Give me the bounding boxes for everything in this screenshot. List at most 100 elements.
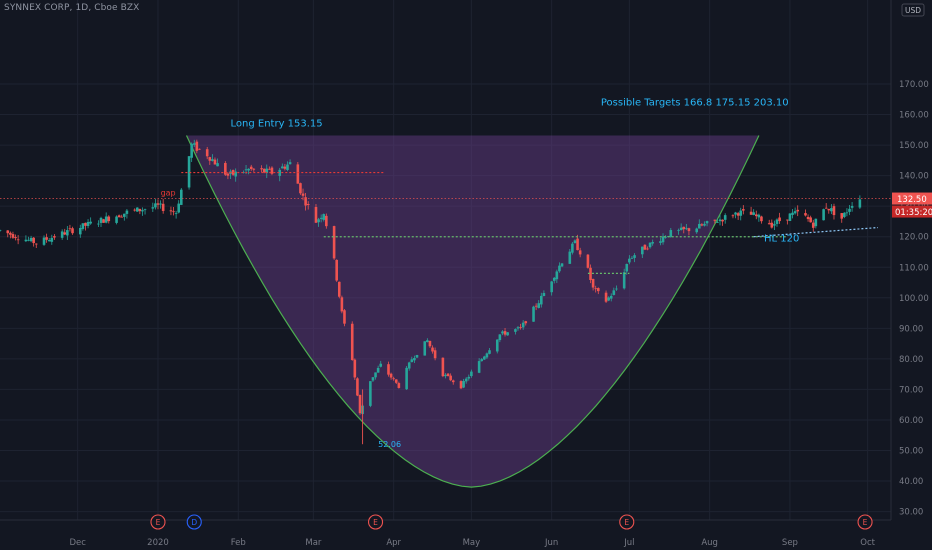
- candle-body: [576, 238, 579, 251]
- candle-body: [850, 205, 854, 208]
- candle: [646, 246, 649, 251]
- candle: [371, 377, 375, 382]
- candle: [413, 355, 416, 364]
- event-marker-label: E: [863, 518, 868, 527]
- price-tick-label: 70.00: [899, 385, 923, 395]
- candle: [521, 320, 525, 330]
- candle-body: [252, 168, 256, 170]
- currency-label: USD: [905, 6, 921, 15]
- candle-body: [29, 237, 33, 242]
- candle: [369, 381, 372, 408]
- candle: [501, 330, 504, 336]
- candle: [27, 236, 30, 242]
- candle-body: [550, 281, 553, 293]
- candle: [226, 172, 230, 180]
- candle: [731, 214, 735, 219]
- candle-body: [643, 244, 647, 250]
- earnings-marker[interactable]: E: [619, 514, 635, 530]
- candle: [604, 290, 608, 303]
- candle: [0, 229, 2, 232]
- candle: [615, 285, 618, 291]
- candle-body: [433, 350, 437, 359]
- price-tick-label: 60.00: [899, 416, 923, 426]
- candle-body: [814, 218, 818, 227]
- candle: [415, 354, 419, 359]
- candle-body: [50, 237, 54, 242]
- candle: [651, 239, 654, 246]
- candle-body: [687, 228, 691, 232]
- candle: [60, 229, 64, 240]
- candle-body: [260, 168, 263, 170]
- candle: [558, 262, 561, 273]
- higher-low-label: HL 120: [764, 234, 799, 245]
- candle: [242, 170, 245, 174]
- candle: [426, 338, 429, 343]
- candle-body: [809, 217, 812, 223]
- price-tick-label: 30.00: [899, 508, 923, 518]
- candle-body: [423, 341, 427, 356]
- candle-body: [519, 327, 522, 328]
- candle: [594, 285, 597, 293]
- candle-body: [767, 223, 771, 225]
- earnings-marker[interactable]: E: [367, 514, 384, 530]
- candle-body: [407, 362, 411, 369]
- candle: [848, 204, 851, 216]
- candle: [86, 219, 90, 229]
- candle-body: [630, 257, 634, 259]
- candle-body: [42, 237, 46, 245]
- gap-label: gap: [161, 189, 176, 198]
- candle: [791, 208, 794, 219]
- candle: [423, 341, 427, 356]
- candle: [552, 276, 556, 284]
- candle: [573, 239, 577, 244]
- candle: [353, 358, 357, 380]
- candle-body: [495, 339, 499, 352]
- candle: [107, 215, 111, 224]
- currency-button[interactable]: USD: [901, 3, 925, 17]
- candle-body: [68, 228, 72, 230]
- candle: [71, 226, 74, 235]
- candle-body: [723, 215, 727, 220]
- candle-body: [394, 379, 398, 383]
- candle-body: [451, 380, 455, 383]
- candle-body: [350, 323, 354, 360]
- candle: [483, 355, 486, 361]
- candle: [278, 167, 282, 182]
- candle-body: [138, 208, 142, 212]
- candle: [16, 235, 20, 245]
- candle: [767, 219, 771, 225]
- earnings-marker[interactable]: E: [857, 514, 873, 530]
- candle: [195, 139, 199, 154]
- earnings-marker[interactable]: E: [150, 514, 166, 530]
- candle-body: [625, 263, 629, 272]
- candle-body: [89, 221, 92, 224]
- candle: [325, 213, 328, 229]
- candle: [376, 365, 380, 373]
- candle-body: [397, 383, 401, 388]
- candle-body: [198, 148, 201, 150]
- candle-body: [506, 332, 509, 336]
- candle-body: [296, 164, 300, 184]
- current-price-tag: 132.50 01:35:20: [892, 192, 932, 218]
- candle-body: [444, 374, 447, 377]
- candle-body: [703, 223, 706, 226]
- candle-body: [356, 378, 359, 396]
- candle: [66, 226, 69, 240]
- candle: [591, 278, 595, 291]
- candle: [480, 357, 484, 362]
- candle-body: [283, 166, 287, 169]
- dividend-marker[interactable]: D: [186, 514, 202, 530]
- candle: [778, 212, 781, 224]
- candle: [410, 356, 414, 363]
- candle-body: [806, 216, 810, 220]
- candle: [804, 209, 807, 217]
- candle: [446, 373, 450, 377]
- candle-body: [265, 168, 269, 174]
- candle: [550, 280, 553, 296]
- candle: [742, 205, 745, 215]
- candle: [187, 155, 191, 190]
- time-tick-label: Aug: [701, 538, 718, 548]
- candle-body: [848, 208, 851, 212]
- candle: [335, 259, 338, 282]
